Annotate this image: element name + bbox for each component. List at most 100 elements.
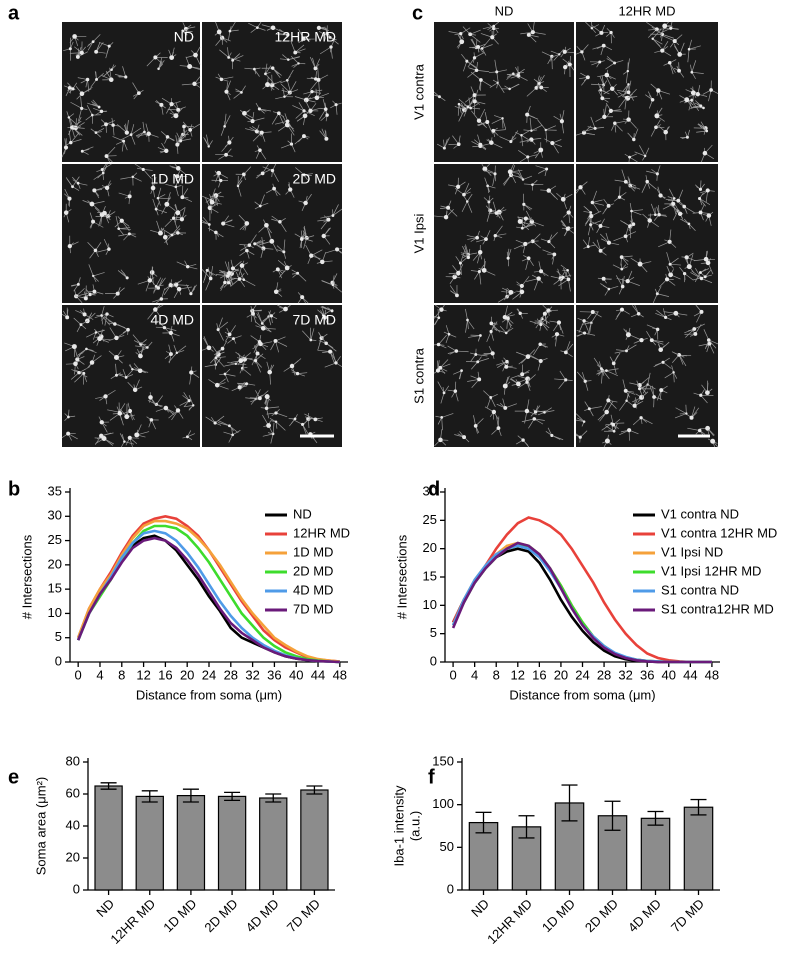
process bbox=[691, 407, 700, 418]
soma bbox=[532, 417, 537, 421]
process bbox=[556, 270, 564, 278]
soma bbox=[456, 142, 461, 147]
soma bbox=[114, 335, 119, 341]
bar bbox=[176, 794, 206, 891]
error-bar bbox=[647, 810, 664, 826]
process bbox=[490, 397, 496, 407]
process bbox=[122, 66, 127, 78]
soma bbox=[269, 238, 275, 244]
soma bbox=[626, 69, 630, 73]
process bbox=[529, 320, 541, 325]
process bbox=[626, 392, 630, 401]
soma bbox=[526, 32, 531, 37]
soma bbox=[126, 327, 130, 332]
process bbox=[688, 39, 692, 50]
process bbox=[215, 356, 226, 359]
soma bbox=[593, 126, 597, 130]
soma bbox=[335, 247, 340, 252]
soma bbox=[598, 60, 602, 64]
soma bbox=[303, 97, 309, 103]
process bbox=[493, 129, 506, 132]
process bbox=[229, 29, 239, 32]
soma bbox=[124, 414, 130, 420]
soma bbox=[223, 372, 227, 376]
process bbox=[521, 418, 535, 423]
process bbox=[592, 202, 605, 206]
soma bbox=[489, 396, 493, 399]
soma bbox=[156, 286, 161, 290]
process bbox=[175, 186, 179, 197]
process bbox=[662, 34, 675, 39]
soma bbox=[474, 68, 479, 73]
process bbox=[568, 279, 571, 292]
soma bbox=[302, 134, 306, 139]
process bbox=[625, 181, 635, 192]
panel-letter: c bbox=[412, 2, 423, 24]
process bbox=[176, 261, 188, 268]
process bbox=[286, 69, 294, 81]
y-tick-label: 20 bbox=[423, 540, 437, 555]
process bbox=[529, 355, 541, 362]
process bbox=[587, 237, 591, 247]
soma bbox=[293, 50, 298, 55]
process bbox=[215, 357, 222, 365]
soma bbox=[165, 135, 170, 139]
soma bbox=[538, 358, 543, 363]
y-tick-label: 20 bbox=[66, 849, 80, 864]
soma bbox=[223, 280, 227, 285]
process bbox=[65, 177, 73, 187]
process bbox=[457, 104, 460, 116]
soma bbox=[493, 172, 497, 176]
process bbox=[669, 62, 674, 75]
soma bbox=[563, 350, 568, 355]
soma bbox=[536, 276, 541, 281]
process bbox=[245, 357, 256, 361]
soma bbox=[667, 60, 672, 65]
soma bbox=[521, 438, 525, 442]
soma bbox=[654, 113, 660, 119]
process bbox=[647, 384, 656, 390]
soma bbox=[479, 334, 482, 337]
x-tick-label: 24 bbox=[575, 667, 589, 682]
process bbox=[274, 120, 288, 125]
process bbox=[532, 31, 546, 35]
image-label: 12HR MD bbox=[275, 29, 336, 45]
soma bbox=[117, 227, 121, 231]
process bbox=[551, 435, 564, 441]
soma bbox=[632, 403, 637, 408]
process bbox=[600, 89, 610, 95]
process bbox=[330, 46, 333, 59]
x-tick-label: 7D MD bbox=[668, 896, 707, 935]
soma bbox=[175, 351, 179, 355]
soma bbox=[79, 50, 84, 55]
process bbox=[332, 208, 343, 216]
process bbox=[297, 272, 307, 282]
soma bbox=[485, 119, 490, 124]
process bbox=[68, 117, 77, 125]
process bbox=[601, 75, 605, 85]
soma bbox=[684, 97, 690, 103]
process bbox=[708, 339, 717, 349]
soma bbox=[71, 344, 77, 350]
soma bbox=[610, 86, 615, 91]
soma bbox=[699, 271, 702, 274]
process bbox=[321, 280, 333, 286]
soma bbox=[520, 134, 523, 137]
process bbox=[518, 150, 528, 158]
micrograph bbox=[576, 22, 718, 162]
process bbox=[70, 132, 80, 143]
bar bbox=[640, 817, 671, 891]
process bbox=[311, 89, 323, 93]
process bbox=[526, 374, 536, 383]
soma bbox=[477, 250, 483, 255]
y-tick-label: 50 bbox=[440, 839, 454, 854]
process bbox=[215, 357, 225, 368]
process bbox=[491, 118, 503, 124]
soma bbox=[236, 184, 240, 188]
soma bbox=[325, 113, 329, 117]
process bbox=[533, 344, 541, 356]
soma bbox=[519, 283, 524, 289]
y-axis-label: # Intersections bbox=[19, 534, 34, 619]
soma bbox=[684, 255, 689, 260]
process bbox=[486, 331, 492, 343]
